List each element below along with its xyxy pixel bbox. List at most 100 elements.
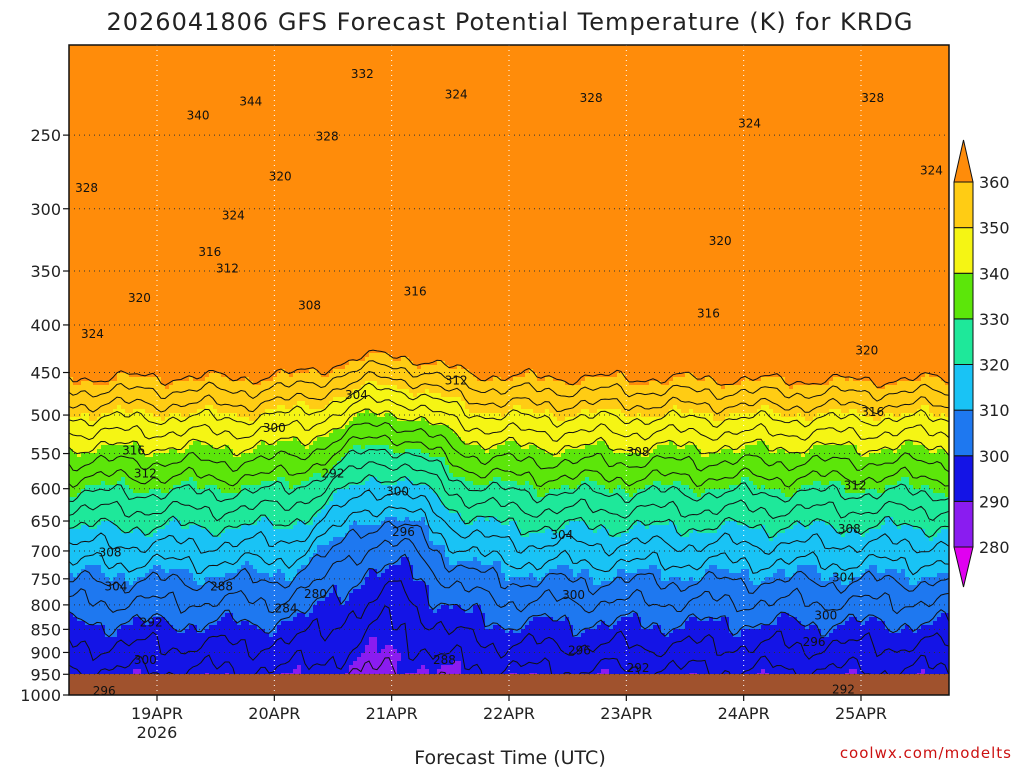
color-cell [609,81,614,86]
color-cell [689,105,694,110]
color-cell [189,101,194,106]
color-cell [765,81,770,86]
color-cell [813,65,818,70]
color-cell [733,69,738,74]
color-cell [793,125,798,130]
color-cell [525,117,530,122]
color-cell [829,97,834,102]
color-cell [477,93,482,98]
color-cell [357,89,362,94]
color-cell [85,125,90,130]
color-cell [121,61,126,66]
color-cell [309,73,314,78]
color-cell [389,97,394,102]
color-cell [469,53,474,58]
color-cell [845,45,850,50]
color-cell [945,129,949,134]
color-cell [857,69,862,74]
color-cell [617,121,622,126]
color-cell [425,89,430,94]
color-cell [149,125,154,130]
color-cell [177,45,182,50]
color-cell [225,81,230,86]
color-cell [409,105,414,110]
color-cell [697,85,702,90]
color-cell [377,97,382,102]
color-cell [409,85,414,90]
color-cell [649,121,654,126]
color-cell [489,57,494,62]
color-cell [513,109,518,114]
color-cell [209,109,214,114]
color-cell [345,117,350,122]
color-cell [245,129,250,134]
color-cell [241,113,246,118]
color-cell [397,125,402,130]
color-cell [565,133,570,138]
color-cell [529,81,534,86]
color-cell [125,97,130,102]
color-cell [445,69,450,74]
color-cell [357,69,362,74]
color-cell [901,121,906,126]
color-cell [765,113,770,118]
color-cell [117,61,122,66]
color-cell [569,101,574,106]
color-cell [409,93,414,98]
color-cell [941,57,946,62]
color-cell [697,57,702,62]
color-cell [401,81,406,86]
color-cell [885,81,890,86]
color-cell [197,81,202,86]
color-cell [681,97,686,102]
color-cell [293,65,298,70]
color-cell [861,89,866,94]
color-cell [369,89,374,94]
color-cell [401,129,406,134]
color-cell [381,121,386,126]
color-cell [169,77,174,82]
color-cell [549,109,554,114]
color-cell [913,57,918,62]
color-cell [225,73,230,78]
color-cell [877,49,882,54]
color-cell [381,49,386,54]
color-cell [673,109,678,114]
color-cell [177,85,182,90]
color-cell [573,85,578,90]
color-cell [693,109,698,114]
color-cell [805,45,810,50]
color-cell [713,113,718,118]
color-cell [513,73,518,78]
color-cell [865,125,870,130]
color-cell [529,89,534,94]
color-cell [413,101,418,106]
color-cell [557,97,562,102]
color-cell [769,109,774,114]
color-cell [413,49,418,54]
color-cell [269,133,274,138]
color-cell [921,45,926,50]
color-cell [925,61,930,66]
color-cell [705,109,710,114]
color-cell [197,97,202,102]
color-cell [789,45,794,50]
color-cell [101,77,106,82]
color-cell [125,125,130,130]
color-cell [453,117,458,122]
color-cell [577,65,582,70]
color-cell [645,93,650,98]
color-cell [941,73,946,78]
color-cell [933,93,938,98]
color-cell [825,109,830,114]
color-cell [873,53,878,58]
color-cell [617,65,622,70]
color-cell [461,109,466,114]
color-cell [477,73,482,78]
color-cell [237,109,242,114]
color-cell [349,109,354,114]
color-cell [833,77,838,82]
color-cell [569,57,574,62]
color-cell [81,61,86,66]
color-cell [509,57,514,62]
